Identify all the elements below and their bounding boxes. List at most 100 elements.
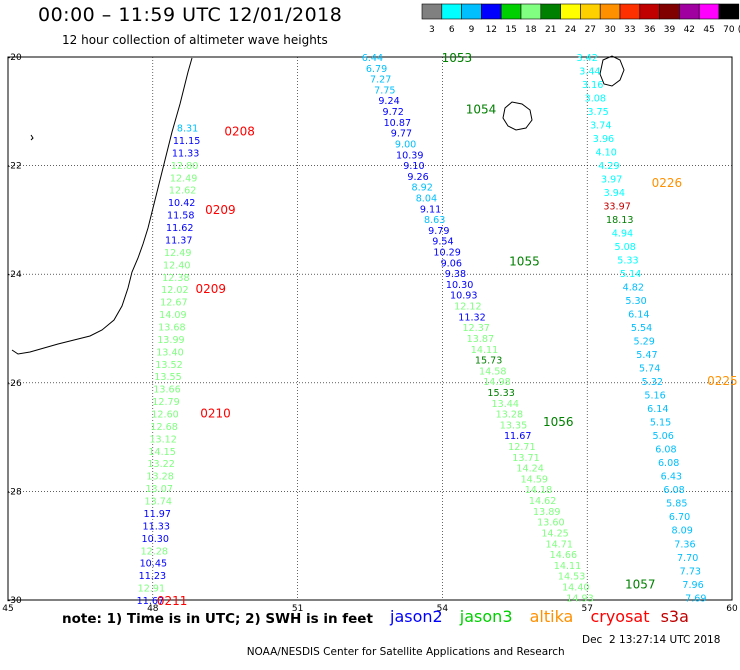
swh-value: 13.40 (156, 347, 183, 358)
track-0208-0211: 8.3111.1511.3312.8012.4912.6210.4211.581… (137, 124, 201, 607)
scale-swatch (718, 3, 740, 20)
swh-value: 11.32 (458, 312, 485, 323)
scale-tick-label: 33 (624, 25, 635, 35)
swh-value: 3.08 (585, 94, 606, 105)
swh-value: 13.71 (512, 453, 539, 464)
coastline-madagascar (11, 57, 193, 355)
swh-value: 13.60 (537, 518, 564, 529)
swh-value: 14.66 (550, 550, 577, 561)
swh-value: 5.14 (620, 269, 641, 280)
scale-tick-label: 70 (723, 25, 735, 35)
swh-value: 3.16 (582, 80, 603, 91)
lat-label: -26 (7, 379, 22, 389)
scale-tick-label: 21 (545, 25, 556, 35)
swh-value: 10.30 (446, 280, 473, 291)
pass-time-label: 0210 (200, 407, 231, 421)
swh-value: 14.11 (471, 345, 498, 356)
swh-value: 14.58 (479, 366, 506, 377)
swh-value: 3.44 (579, 67, 600, 78)
island-reunion (502, 101, 533, 131)
swh-value: 14.40 (562, 582, 589, 593)
swh-value: 9.54 (432, 237, 453, 248)
swh-value: 12.49 (164, 248, 191, 259)
swh-value: 5.08 (615, 242, 636, 253)
legend-jason2: jason2 (390, 607, 443, 626)
swh-value: 10.39 (396, 150, 423, 161)
lat-label: -22 (7, 162, 22, 172)
legend-altika: altika (529, 607, 574, 626)
footer: NOAA/NESDIS Center for Satellite Applica… (240, 634, 721, 670)
swh-value: 9.26 (407, 172, 428, 183)
wave-height-map: 45 48 51 54 57 60-20-22-24-26-28-308.3111.151… (2, 51, 738, 614)
swh-value: 7.27 (370, 75, 391, 86)
pass-time-label: 0209 (195, 282, 226, 296)
swh-value: 13.07 (145, 484, 172, 495)
scale-tick-label: 3 (429, 25, 435, 35)
swh-value: 18.13 (606, 215, 633, 226)
swh-value: 12.60 (151, 410, 178, 421)
scale-tick-label: 24 (565, 25, 577, 35)
swh-value: 7.36 (674, 539, 695, 550)
swh-value: 12.49 (170, 173, 197, 184)
pass-time-label: 1056 (543, 415, 574, 429)
swh-value: 11.67 (137, 596, 164, 607)
island-mauritius (599, 55, 625, 87)
pass-time-label: 0211 (157, 594, 188, 608)
swh-value: 6.44 (362, 53, 383, 64)
swh-value: 12.68 (150, 422, 177, 433)
swh-value: 13.28 (496, 410, 523, 421)
swh-value: 14.62 (529, 496, 556, 507)
swh-value: 3.75 (587, 107, 608, 118)
scale-tick-label: 6 (449, 25, 455, 35)
swh-value: 5.85 (666, 499, 687, 510)
swh-value: 4.29 (598, 161, 619, 172)
lat-label: -28 (7, 487, 22, 497)
swh-value: 9.24 (378, 96, 399, 107)
lat-label: -24 (7, 270, 22, 280)
swh-value: 5.15 (650, 418, 671, 429)
swh-value: 4.10 (596, 148, 617, 159)
scale-tick-label: 30 (604, 25, 616, 35)
scale-tick-label: 18 (525, 25, 537, 35)
legend-cryosat: cryosat (590, 607, 650, 626)
swh-value: 9.38 (445, 269, 466, 280)
swh-value: 13.74 (144, 497, 171, 508)
swh-value: 11.23 (139, 571, 166, 582)
swh-value: 10.42 (168, 198, 195, 209)
swh-value: 6.43 (661, 472, 682, 483)
track-0226-0223: 3.42 3.44 3.16 3.08 3.75 3.74 3.96 4.10 4.29 3.97… (577, 53, 707, 604)
swh-value: 14.71 (545, 539, 572, 550)
swh-value: 6.08 (658, 458, 679, 469)
page-title: 00:00 – 11:59 UTC 12/01/2018 (38, 4, 343, 26)
pass-time-label: 1053 (442, 51, 473, 65)
swh-value: 9.00 (395, 139, 416, 150)
swh-value: 13.44 (492, 399, 519, 410)
swh-value: 5.47 (636, 350, 657, 361)
swh-value: 13.68 (158, 322, 185, 333)
swh-value: 33.97 (603, 202, 630, 213)
swh-value: 11.62 (166, 223, 193, 234)
swh-value: 7.96 (682, 580, 703, 591)
swh-value: 14.93 (566, 593, 593, 604)
swh-value: 12.80 (171, 161, 198, 172)
lat-label: -30 (7, 596, 22, 606)
swh-value: 13.87 (467, 334, 494, 345)
swh-value: 13.22 (147, 459, 174, 470)
swh-value: 7.73 (680, 566, 701, 577)
swh-value: 14.53 (558, 572, 585, 583)
footer-org: NOAA/NESDIS Center for Satellite Applica… (246, 646, 565, 658)
pass-time-label: 0226 (652, 176, 683, 190)
swh-value: 12.37 (462, 323, 489, 334)
swh-value: 12.62 (169, 186, 196, 197)
swh-value: 12.02 (161, 285, 188, 296)
map-frame (7, 56, 733, 601)
swh-value: 9.72 (382, 107, 403, 118)
lon-label: 54 (437, 604, 449, 614)
scale-tick-label: 42 (684, 25, 695, 35)
swh-value: 4.82 (623, 283, 644, 294)
swh-value: 15.33 (487, 388, 514, 399)
swh-value: 11.33 (143, 521, 170, 532)
swh-value: 5.30 (625, 296, 646, 307)
swh-value: 8.63 (424, 215, 445, 226)
swh-value: 13.55 (154, 372, 181, 383)
